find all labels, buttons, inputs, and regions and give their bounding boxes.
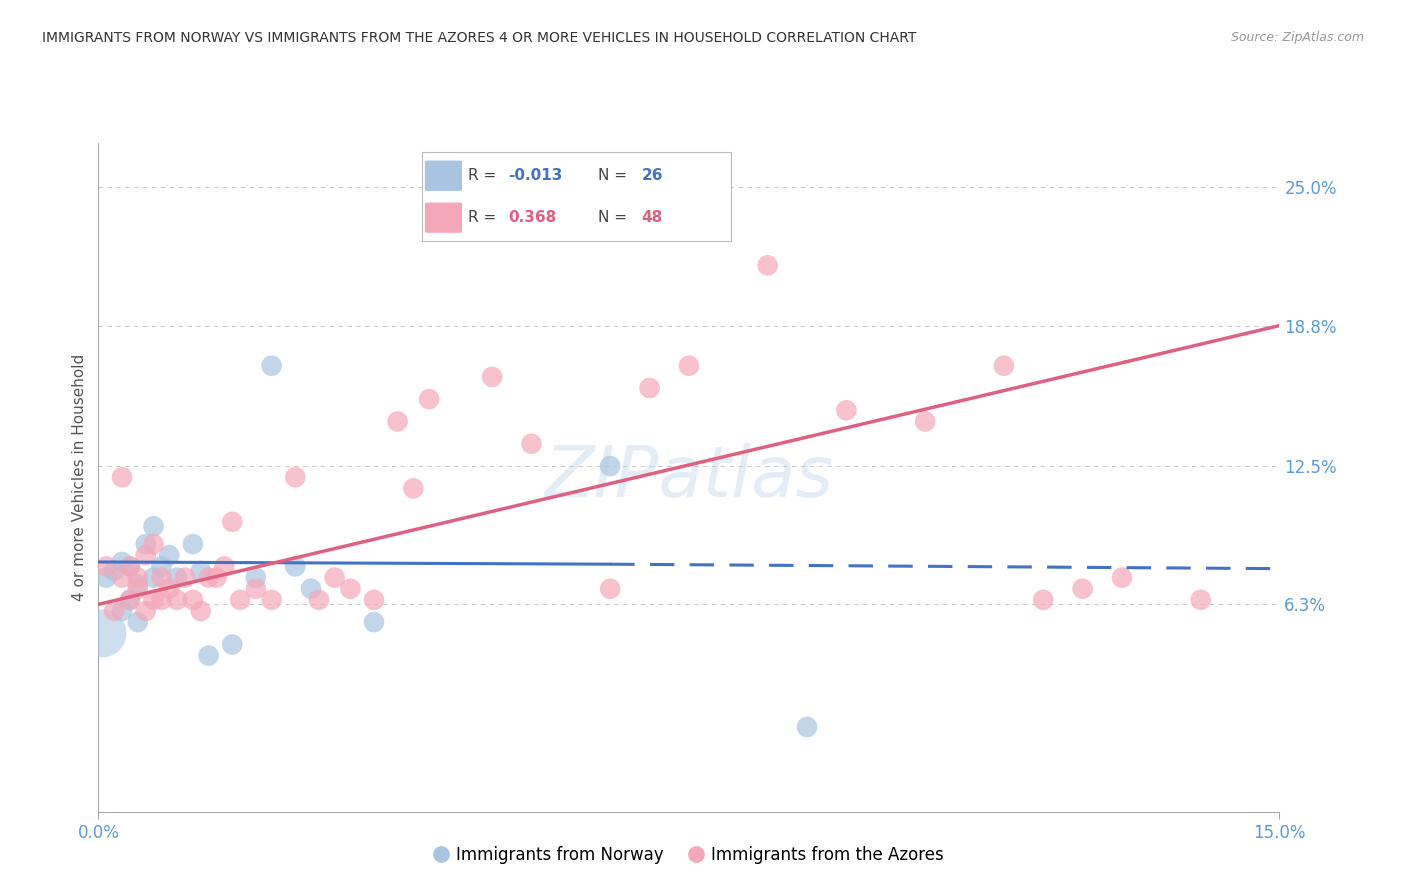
Point xyxy=(756,259,779,273)
Point xyxy=(174,571,197,585)
Point xyxy=(135,604,157,618)
Point xyxy=(118,592,141,607)
Text: -0.013: -0.013 xyxy=(509,169,562,183)
Point xyxy=(363,615,385,630)
Point xyxy=(142,592,165,607)
FancyBboxPatch shape xyxy=(425,202,463,233)
Point xyxy=(142,571,165,585)
Point xyxy=(520,436,543,450)
Point xyxy=(118,592,141,607)
Point xyxy=(111,571,134,585)
Point xyxy=(1032,592,1054,607)
Point xyxy=(260,592,283,607)
Point xyxy=(197,571,219,585)
Point xyxy=(91,626,114,640)
Point xyxy=(118,559,141,574)
Point xyxy=(181,592,204,607)
Point xyxy=(166,571,188,585)
Point xyxy=(260,359,283,373)
Point xyxy=(190,564,212,578)
Point xyxy=(150,559,173,574)
Point xyxy=(363,592,385,607)
Point xyxy=(135,537,157,551)
Point xyxy=(103,564,125,578)
Text: N =: N = xyxy=(598,211,631,225)
Point xyxy=(221,515,243,529)
Point xyxy=(142,519,165,533)
Point xyxy=(190,604,212,618)
Text: R =: R = xyxy=(468,169,502,183)
Point xyxy=(245,582,267,596)
Point xyxy=(796,720,818,734)
Point xyxy=(111,604,134,618)
Legend: Immigrants from Norway, Immigrants from the Azores: Immigrants from Norway, Immigrants from … xyxy=(427,839,950,871)
Text: R =: R = xyxy=(468,211,502,225)
Point xyxy=(1071,582,1094,596)
Point xyxy=(96,571,118,585)
Point xyxy=(481,369,503,384)
Point xyxy=(157,548,180,563)
Point xyxy=(387,414,409,429)
Point xyxy=(308,592,330,607)
Point xyxy=(103,604,125,618)
Point xyxy=(111,555,134,569)
Point xyxy=(914,414,936,429)
Point xyxy=(197,648,219,663)
Text: 0.368: 0.368 xyxy=(509,211,557,225)
Point xyxy=(284,470,307,484)
Point xyxy=(299,582,322,596)
Point xyxy=(993,359,1015,373)
Point xyxy=(157,582,180,596)
Point xyxy=(150,571,173,585)
FancyBboxPatch shape xyxy=(425,161,463,191)
Text: 26: 26 xyxy=(641,169,662,183)
Point xyxy=(796,113,818,128)
Point xyxy=(142,537,165,551)
Point xyxy=(229,592,252,607)
Point xyxy=(96,559,118,574)
Y-axis label: 4 or more Vehicles in Household: 4 or more Vehicles in Household xyxy=(72,353,87,601)
Point xyxy=(1111,571,1133,585)
Point xyxy=(638,381,661,395)
Point xyxy=(205,571,228,585)
Text: IMMIGRANTS FROM NORWAY VS IMMIGRANTS FROM THE AZORES 4 OR MORE VEHICLES IN HOUSE: IMMIGRANTS FROM NORWAY VS IMMIGRANTS FRO… xyxy=(42,31,917,45)
Point xyxy=(323,571,346,585)
Point xyxy=(221,637,243,651)
Point xyxy=(599,458,621,473)
Text: ZIPatlas: ZIPatlas xyxy=(544,442,834,512)
Point xyxy=(678,359,700,373)
Point xyxy=(150,592,173,607)
Point xyxy=(835,403,858,417)
Point xyxy=(1189,592,1212,607)
Point xyxy=(214,559,236,574)
Text: 48: 48 xyxy=(641,211,662,225)
Point xyxy=(181,537,204,551)
Text: Source: ZipAtlas.com: Source: ZipAtlas.com xyxy=(1230,31,1364,45)
Point xyxy=(418,392,440,407)
Point xyxy=(135,548,157,563)
Point xyxy=(111,470,134,484)
Point xyxy=(127,582,149,596)
Point xyxy=(118,559,141,574)
Point xyxy=(245,571,267,585)
Point xyxy=(127,615,149,630)
Point xyxy=(402,482,425,496)
Point xyxy=(339,582,361,596)
Point xyxy=(599,582,621,596)
Point xyxy=(166,592,188,607)
Point xyxy=(284,559,307,574)
Text: N =: N = xyxy=(598,169,631,183)
Point xyxy=(127,571,149,585)
Point xyxy=(127,577,149,591)
